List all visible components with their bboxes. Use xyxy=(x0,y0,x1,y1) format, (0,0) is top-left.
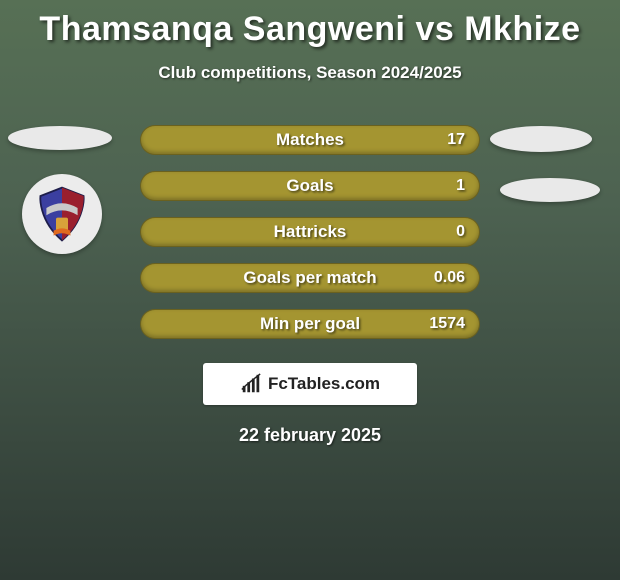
stat-bar-goals: Goals 1 xyxy=(140,171,480,201)
ellipse-top-left xyxy=(8,126,112,150)
brand-badge: FcTables.com xyxy=(203,363,417,405)
club-crest xyxy=(22,174,102,254)
stat-value: 1 xyxy=(456,177,465,195)
stat-bar-min-per-goal: Min per goal 1574 xyxy=(140,309,480,339)
stat-value: 1574 xyxy=(429,315,465,333)
stat-label: Min per goal xyxy=(260,314,360,334)
stat-label: Matches xyxy=(276,130,344,150)
stat-value: 0 xyxy=(456,223,465,241)
stat-bar-goals-per-match: Goals per match 0.06 xyxy=(140,263,480,293)
bar-chart-icon xyxy=(240,373,262,395)
ellipse-top-right xyxy=(490,126,592,152)
stat-label: Goals per match xyxy=(243,268,376,288)
stat-bar-matches: Matches 17 xyxy=(140,125,480,155)
stat-value: 17 xyxy=(447,131,465,149)
page-title: Thamsanqa Sangweni vs Mkhize xyxy=(0,0,620,49)
stat-value: 0.06 xyxy=(434,269,465,287)
brand-text: FcTables.com xyxy=(268,374,380,394)
stat-label: Goals xyxy=(286,176,333,196)
date-label: 22 february 2025 xyxy=(0,425,620,446)
ellipse-mid-right xyxy=(500,178,600,202)
subtitle: Club competitions, Season 2024/2025 xyxy=(0,63,620,83)
stat-label: Hattricks xyxy=(274,222,347,242)
shield-icon xyxy=(32,184,92,244)
stat-bar-hattricks: Hattricks 0 xyxy=(140,217,480,247)
